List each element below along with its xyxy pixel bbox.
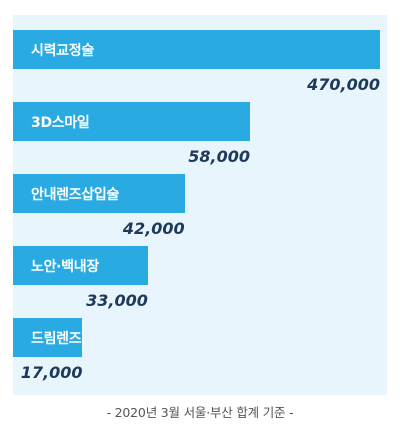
bar-value-label: 33,000 [86,291,148,310]
bar-category-label: 안내렌즈삽입술 [31,186,120,203]
bar-value-label: 470,000 [307,75,380,94]
bar-value-label: 58,000 [188,147,250,166]
bar-category-label: 3D스마일 [31,114,90,131]
bar-value-label: 17,000 [20,363,83,382]
bar: 시력교정술 [13,30,380,69]
chart-panel: 시력교정술 470,000 3D스마일 58,000 안내렌즈삽입술 42,000 노안·백… [13,15,387,395]
chart-footnote: - 2020년 3월 서울·부산 합계 기준 - [106,405,294,420]
bar: 안내렌즈삽입술 [13,174,185,213]
bar-value-label: 42,000 [122,219,185,238]
bar: 3D스마일 [13,102,250,141]
bar-category-label: 드림렌즈 [31,330,82,347]
bar: 드림렌즈 [13,318,83,357]
bar-category-label: 노안·백내장 [31,258,99,275]
bar-category-label: 시력교정술 [31,42,94,59]
bar: 노안·백내장 [13,246,148,285]
